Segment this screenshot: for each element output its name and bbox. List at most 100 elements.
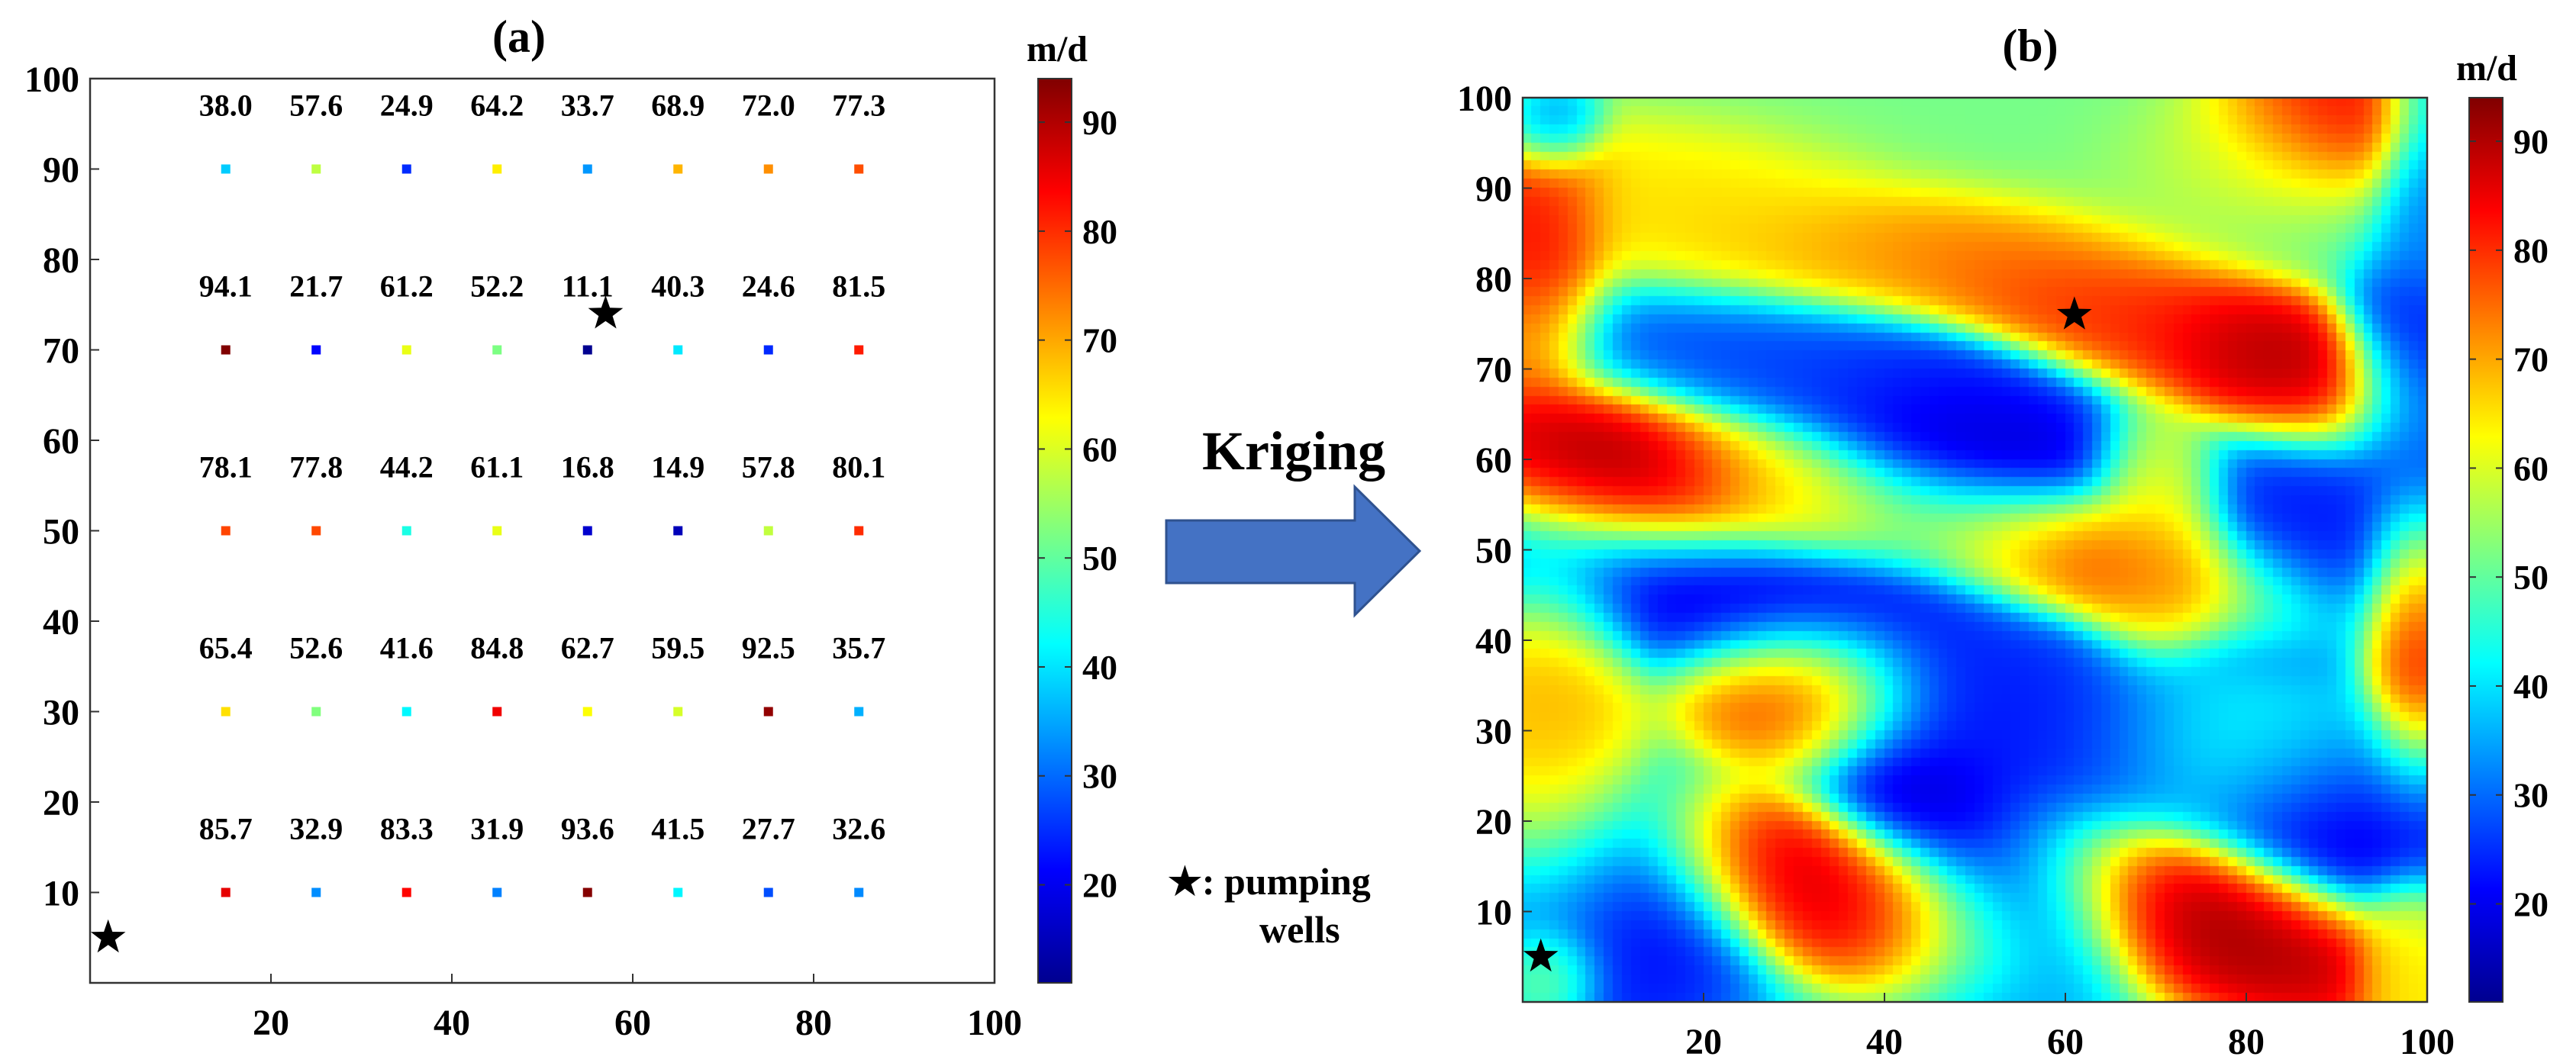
colorbar-b-unit: m/d: [2456, 48, 2517, 89]
data-point: [673, 887, 683, 897]
data-point: [401, 707, 411, 717]
data-point: [673, 164, 683, 174]
data-label: 33.7: [561, 89, 614, 123]
panel-a-pumping-wells: [90, 295, 624, 953]
panel-a-data-points: [221, 164, 864, 897]
data-label: 59.5: [651, 631, 704, 665]
data-label: 65.4: [199, 631, 253, 665]
colorbar-tick-label: 60: [2513, 449, 2549, 488]
data-point: [401, 345, 411, 355]
data-point: [673, 707, 683, 717]
data-point: [854, 887, 864, 897]
panel-b-y-tick-label: 70: [1475, 350, 1512, 391]
colorbar-a-unit: m/d: [1027, 29, 1088, 69]
panel-b-y-tick-label: 20: [1475, 802, 1512, 842]
panel-b-y-tick-label: 10: [1475, 893, 1512, 933]
data-point: [582, 707, 592, 717]
data-label: 52.6: [289, 631, 343, 665]
colorbar-tick-label: 20: [1082, 866, 1117, 905]
colorbar-tick-label: 40: [2513, 667, 2549, 706]
data-point: [763, 707, 773, 717]
panel-b-x-tick-label: 100: [2400, 1022, 2455, 1062]
panel-a-y-tick-label: 90: [43, 150, 79, 191]
data-point: [221, 707, 231, 717]
colorbar-tick-label: 60: [1082, 430, 1117, 469]
data-point: [673, 345, 683, 355]
data-label: 83.3: [380, 812, 434, 846]
data-point: [492, 164, 502, 174]
data-label: 14.9: [651, 450, 704, 485]
data-label: 77.3: [832, 89, 885, 123]
pumping-well-star-icon: [90, 919, 126, 953]
panel-b-pumping-wells: [1523, 296, 2092, 972]
panel-a-y-tick-label: 100: [24, 60, 79, 100]
panel-a-y-tick-label: 70: [43, 331, 79, 372]
colorbar-tick-label: 90: [1082, 103, 1117, 142]
data-label: 44.2: [380, 450, 434, 485]
panel-a-x-tick-label: 60: [614, 1003, 651, 1043]
colorbar-b-gradient: [2468, 97, 2503, 1003]
data-label: 85.7: [199, 812, 253, 846]
data-point: [763, 526, 773, 536]
panel-b-y-tick-label: 50: [1475, 531, 1512, 572]
pumping-well-star-icon: [1523, 938, 1559, 972]
colorbar-tick-label: 50: [1082, 539, 1117, 578]
data-point: [854, 526, 864, 536]
data-point: [582, 164, 592, 174]
panel-a-y-tick-label: 20: [43, 783, 79, 823]
data-point: [763, 345, 773, 355]
data-point: [221, 526, 231, 536]
data-label: 62.7: [561, 631, 614, 665]
panel-b-axes: 20 40 60 80 100 10 20 30 40 50 60 70 80 90 100: [1457, 79, 2455, 1062]
data-point: [492, 526, 502, 536]
panel-a-data-labels: 38.0 57.6 24.9 64.2 33.7 68.9 72.0 77.3 94.1 21.7…: [199, 89, 886, 846]
data-point: [221, 887, 231, 897]
panel-b-y-tick-label: 60: [1475, 440, 1512, 481]
legend-line-1: ★: pumping: [1168, 860, 1371, 903]
panel-a-y-tick-label: 50: [43, 512, 79, 552]
data-label: 93.6: [561, 812, 614, 846]
data-label: 32.9: [289, 812, 343, 846]
data-label: 41.5: [651, 812, 704, 846]
panel-a-x-tick-label: 20: [253, 1003, 289, 1043]
data-point: [401, 164, 411, 174]
data-label: 16.8: [561, 450, 614, 485]
panel-a-y-tick-label: 60: [43, 421, 79, 462]
colorbar-b-ticks: 20 30 40 50 60 70 80 90: [2469, 122, 2549, 924]
data-label: 32.6: [832, 812, 885, 846]
pumping-well-star-icon: [588, 295, 624, 329]
data-label: 21.7: [289, 269, 343, 304]
panel-a-y-tick-label: 10: [43, 874, 79, 914]
data-label: 81.5: [832, 269, 885, 304]
data-point: [763, 887, 773, 897]
data-point: [221, 164, 231, 174]
panel-b-y-tick-label: 90: [1475, 169, 1512, 210]
data-point: [221, 345, 231, 355]
data-point: [492, 707, 502, 717]
data-point: [854, 707, 864, 717]
data-label: 24.9: [380, 89, 434, 123]
data-label: 92.5: [742, 631, 795, 665]
legend-pumping-wells: ★: pumping wells: [1168, 860, 1371, 951]
panel-b-y-tick-label: 100: [1457, 79, 1512, 119]
data-point: [401, 887, 411, 897]
data-label: 68.9: [651, 89, 704, 123]
data-point: [492, 887, 502, 897]
panel-a-y-tick-label: 30: [43, 693, 79, 733]
data-label: 41.6: [380, 631, 434, 665]
data-label: 24.6: [742, 269, 795, 304]
panel-b-y-tick-label: 40: [1475, 621, 1512, 662]
data-point: [401, 526, 411, 536]
kriging-arrow: [1165, 484, 1422, 618]
data-label: 72.0: [742, 89, 795, 123]
colorbar-tick-label: 20: [2513, 885, 2549, 924]
colorbar-tick-label: 30: [1082, 757, 1117, 796]
panel-b-heatmap-frame: [1523, 98, 2427, 1002]
data-label: 52.2: [470, 269, 524, 304]
data-point: [311, 887, 321, 897]
data-label: 80.1: [832, 450, 885, 485]
panel-a: (a) 20 40 60 80 100 10 20 30 40 50 60 70 80 90 100 38.…: [24, 11, 1022, 1043]
data-label: 38.0: [199, 89, 253, 123]
data-label: 27.7: [742, 812, 795, 846]
data-label: 78.1: [199, 450, 253, 485]
